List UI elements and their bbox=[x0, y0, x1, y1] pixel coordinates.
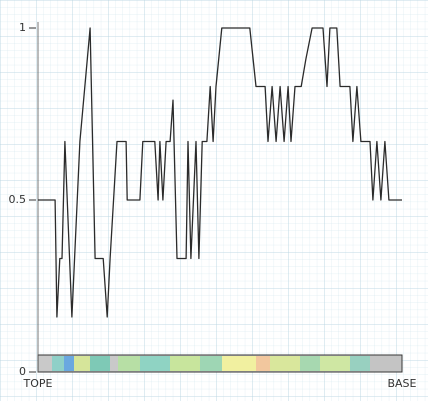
color-strip bbox=[37, 354, 403, 373]
start-label: TOPE bbox=[23, 377, 53, 390]
y-tick-label: 0 bbox=[19, 365, 26, 378]
y-tick-label: 1 bbox=[19, 21, 26, 34]
y-tick-label: 0.5 bbox=[9, 193, 27, 206]
data-line bbox=[38, 27, 402, 318]
end-label: BASE bbox=[387, 377, 416, 390]
